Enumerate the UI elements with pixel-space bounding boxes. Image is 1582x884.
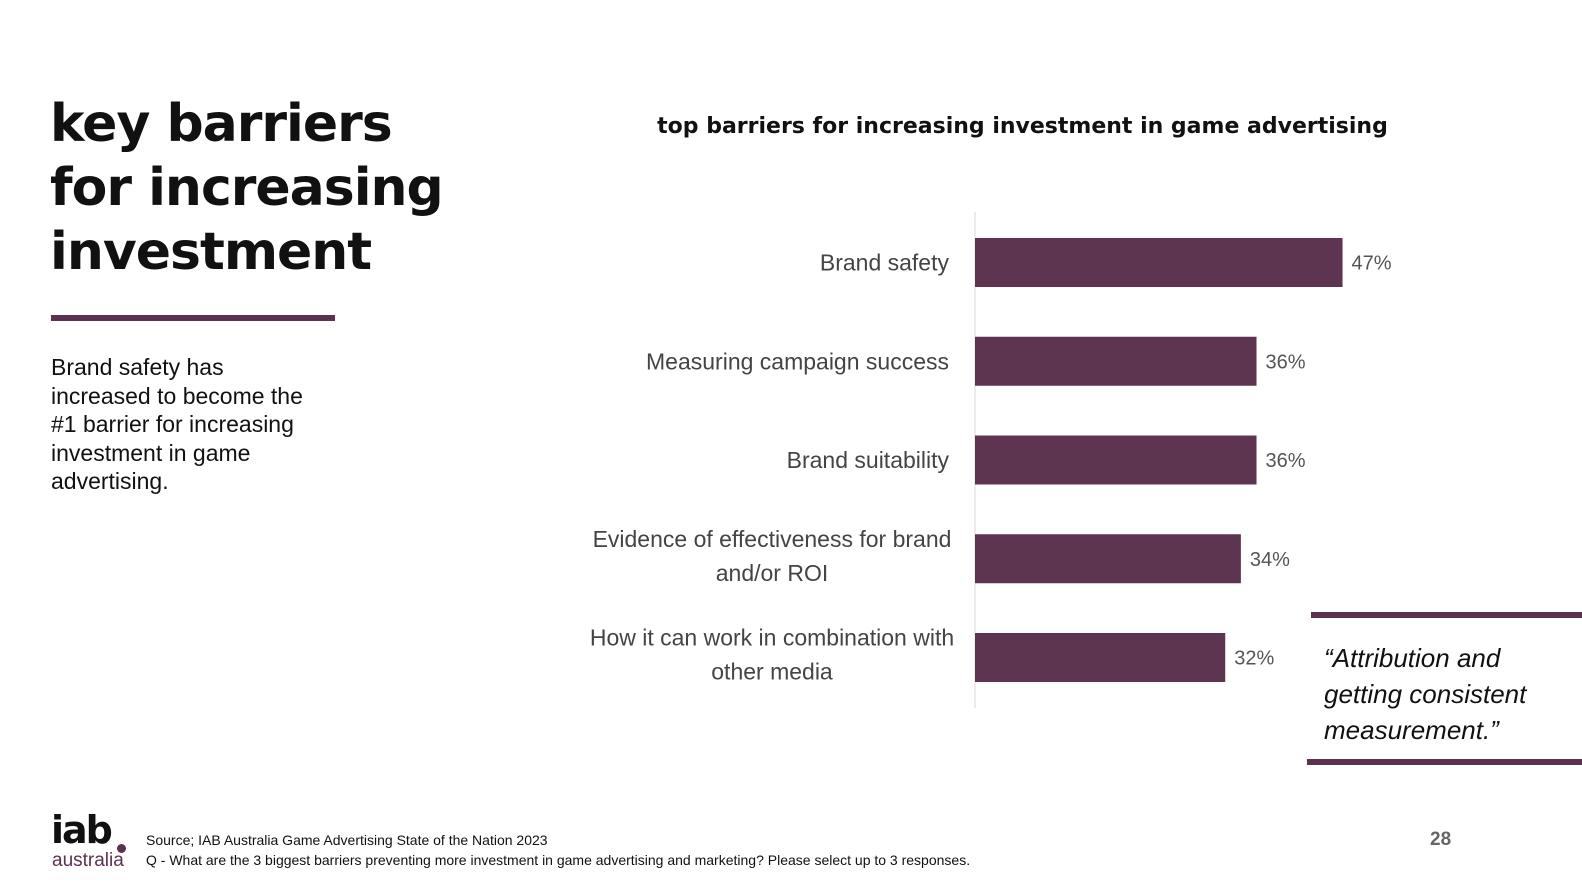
bar-3 <box>975 534 1241 584</box>
category-label-2: Brand suitability <box>787 447 950 473</box>
bar-1 <box>975 336 1257 386</box>
source-line: Source; IAB Australia Game Advertising S… <box>146 832 548 848</box>
logo-dot <box>117 844 126 853</box>
bar-value-label-0: 47% <box>1352 253 1392 275</box>
category-label-0: Brand safety <box>820 250 950 276</box>
summary-text: Brand safety has increased to become the… <box>51 354 303 494</box>
bar-4 <box>975 633 1226 682</box>
bar-value-label-1: 36% <box>1266 351 1306 373</box>
category-label-3: Evidence of effectiveness for brand and/o… <box>593 526 952 586</box>
quote-text: “Attribution and getting consistent meas… <box>1324 643 1527 745</box>
category-label-1: Measuring campaign success <box>646 348 949 374</box>
quote-top-rule <box>1311 612 1582 618</box>
question-line: Q - What are the 3 biggest barriers prev… <box>146 852 971 868</box>
bar-value-label-4: 32% <box>1234 648 1274 670</box>
heading-line-1: key barriers <box>50 94 393 154</box>
bar-value-label-3: 34% <box>1250 549 1290 571</box>
iab-australia-logo: iab australia <box>50 808 140 878</box>
category-label-4: How it can work in combination with other… <box>590 625 954 685</box>
heading-line-2: for increasing <box>50 158 444 218</box>
quote-bottom-rule <box>1307 759 1582 765</box>
heading-line-3: investment <box>50 222 372 282</box>
page-heading: key barriers for increasing investment <box>50 92 470 284</box>
logo-wordmark: iab <box>51 808 113 852</box>
page-number: 28 <box>1430 829 1452 850</box>
logo-subtext: australia <box>52 850 124 871</box>
chart-title: top barriers for increasing investment i… <box>657 114 1388 139</box>
source-note: Source; IAB Australia Game Advertising S… <box>146 830 970 870</box>
bar-2 <box>975 435 1257 485</box>
bar-0 <box>975 238 1343 287</box>
heading-divider <box>51 315 335 321</box>
bar-value-label-2: 36% <box>1266 450 1306 472</box>
